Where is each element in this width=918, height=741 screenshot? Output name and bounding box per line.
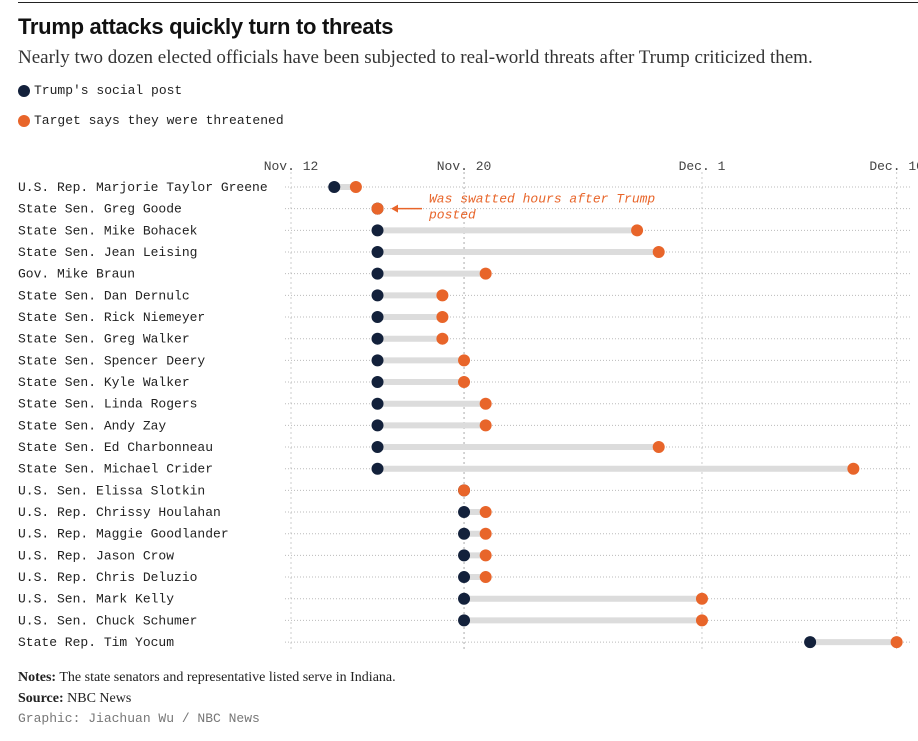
row-label: State Sen. Jean Leising — [18, 245, 197, 260]
post-point — [371, 332, 384, 345]
post-point — [371, 224, 384, 237]
chart-title: Trump attacks quickly turn to threats — [18, 14, 394, 39]
threat-point — [890, 636, 903, 649]
notes-label: Notes: — [18, 670, 57, 685]
row-label: State Sen. Andy Zay — [18, 418, 166, 433]
threat-point — [479, 506, 492, 519]
post-point — [371, 462, 384, 475]
post-point — [371, 376, 384, 389]
x-tick-label: Dec. 10 — [869, 159, 918, 174]
threat-point — [436, 311, 449, 324]
x-tick-label: Nov. 20 — [437, 159, 492, 174]
threat-point — [436, 332, 449, 345]
post-point — [371, 267, 384, 280]
post-point — [371, 289, 384, 302]
row-label: U.S. Rep. Jason Crow — [18, 548, 174, 563]
navy-dot-icon — [18, 84, 30, 97]
post-point — [458, 506, 471, 519]
post-point — [371, 311, 384, 324]
threat-point — [371, 202, 384, 215]
annotation-text: posted — [428, 208, 476, 223]
threat-point — [349, 181, 362, 193]
legend-label: Target says they were threatened — [34, 113, 284, 128]
orange-dot-icon — [18, 114, 30, 127]
x-tick-label: Dec. 1 — [679, 159, 726, 174]
chart-subtitle: Nearly two dozen elected officials have … — [18, 47, 813, 68]
row-label: State Sen. Kyle Walker — [18, 375, 190, 390]
threat-point — [479, 267, 492, 280]
post-point — [371, 246, 384, 259]
threat-point — [479, 527, 492, 540]
notes-text: The state senators and representative li… — [59, 670, 396, 685]
threat-point — [695, 614, 708, 627]
row-label: U.S. Sen. Chuck Schumer — [18, 613, 197, 628]
source-text: NBC News — [67, 691, 132, 706]
post-point — [458, 527, 471, 540]
notes: Notes: The state senators and representa… — [18, 670, 396, 686]
row-label: State Sen. Greg Goode — [18, 202, 182, 217]
threat-point — [479, 571, 492, 584]
row-label: State Sen. Greg Walker — [18, 332, 190, 347]
arrowhead-icon — [391, 204, 398, 213]
post-point — [371, 354, 384, 367]
threat-point — [479, 549, 492, 562]
threat-point — [631, 224, 644, 237]
threat-point — [458, 354, 471, 367]
source: Source: NBC News — [18, 691, 131, 707]
post-point — [371, 397, 384, 410]
post-point — [458, 549, 471, 562]
row-label: U.S. Rep. Marjorie Taylor Greene — [18, 180, 268, 195]
threat-point — [458, 484, 471, 497]
row-label: State Sen. Michael Crider — [18, 462, 213, 477]
threat-point — [436, 289, 449, 302]
post-point — [328, 181, 341, 193]
legend-label: Trump's social post — [34, 83, 183, 98]
post-point — [458, 592, 471, 605]
row-label: U.S. Rep. Chris Deluzio — [18, 570, 197, 585]
credit: Graphic: Jiachuan Wu / NBC News — [18, 711, 260, 726]
post-point — [458, 614, 471, 627]
threat-point — [652, 246, 665, 259]
row-label: U.S. Rep. Chrissy Houlahan — [18, 505, 221, 520]
legend-item-threat: Target says they were threatened — [18, 113, 284, 128]
post-point — [804, 636, 817, 649]
threat-point — [652, 441, 665, 454]
threat-point — [695, 592, 708, 605]
row-label: State Sen. Linda Rogers — [18, 397, 197, 412]
row-label: U.S. Sen. Mark Kelly — [18, 592, 174, 607]
x-tick-label: Nov. 12 — [264, 159, 319, 174]
threat-point — [479, 397, 492, 410]
top-rule — [18, 2, 918, 3]
threat-point — [847, 462, 860, 475]
post-point — [458, 571, 471, 584]
post-point — [371, 441, 384, 454]
row-label: State Sen. Rick Niemeyer — [18, 310, 205, 325]
threat-point — [458, 376, 471, 389]
row-label: U.S. Sen. Elissa Slotkin — [18, 483, 205, 498]
legend-item-post: Trump's social post — [18, 83, 182, 98]
post-point — [371, 419, 384, 432]
row-label: State Rep. Tim Yocum — [18, 635, 174, 650]
row-label: Gov. Mike Braun — [18, 267, 135, 282]
threat-point — [479, 419, 492, 432]
row-label: State Sen. Mike Bohacek — [18, 223, 198, 238]
row-label: State Sen. Ed Charbonneau — [18, 440, 213, 455]
row-label: U.S. Rep. Maggie Goodlander — [18, 527, 229, 542]
row-label: State Sen. Dan Dernulc — [18, 288, 190, 303]
source-label: Source: — [18, 691, 64, 706]
row-label: State Sen. Spencer Deery — [18, 353, 205, 368]
annotation-text: Was swatted hours after Trump — [429, 192, 655, 207]
